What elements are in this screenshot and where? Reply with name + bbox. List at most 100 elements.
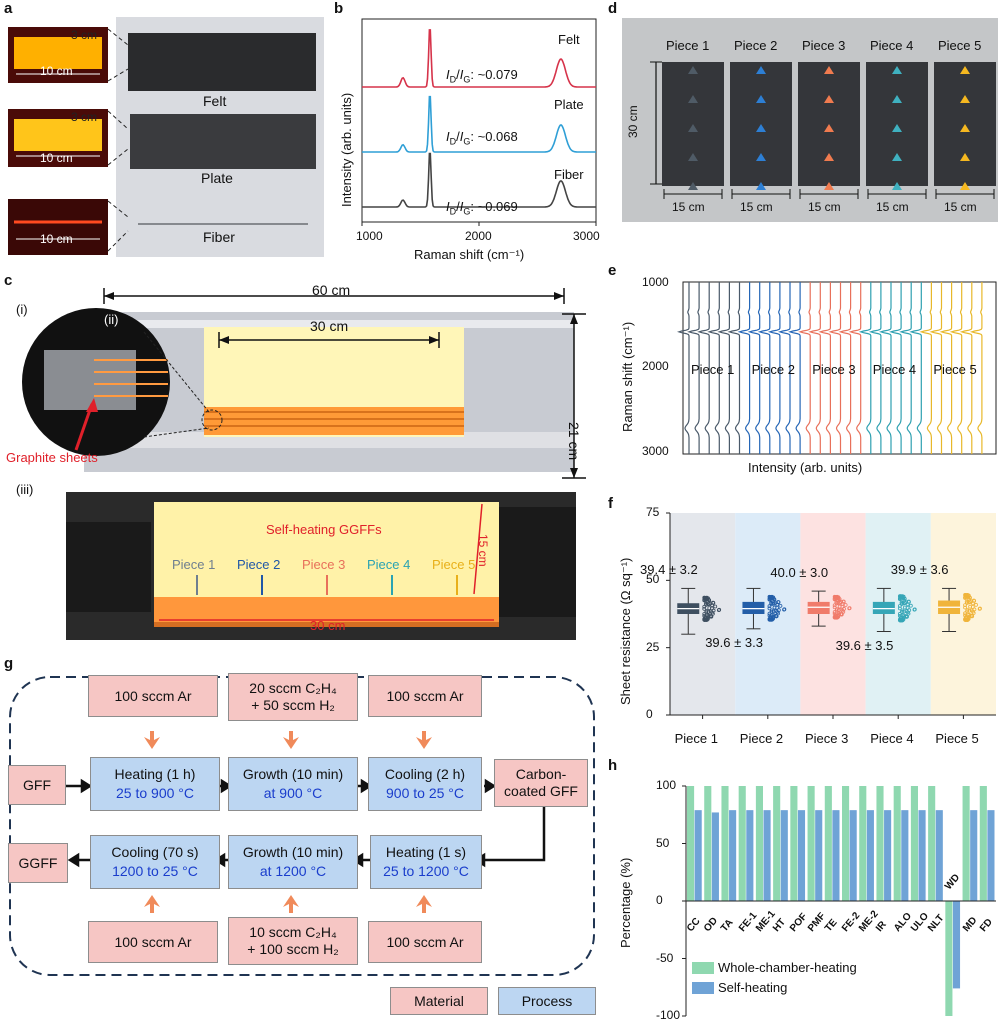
e-spectrum-5-5 bbox=[959, 282, 973, 454]
h-ytick-2: 0 bbox=[656, 893, 663, 907]
f-point bbox=[899, 600, 904, 605]
dim-30cm: 30 cm bbox=[310, 318, 349, 334]
e-spectrum-4-2 bbox=[868, 282, 882, 454]
f-point bbox=[839, 612, 844, 617]
h-legend-label-1: Whole-chamber-heating bbox=[718, 960, 857, 975]
d-marker bbox=[756, 182, 766, 190]
f-point bbox=[704, 608, 709, 613]
ratio-felt: ID/IG: ~0.079 bbox=[446, 67, 518, 85]
e-ytick-1000: 1000 bbox=[642, 275, 669, 289]
raman-xlabel: Raman shift (cm⁻¹) bbox=[414, 247, 525, 262]
h-ytick-3: -50 bbox=[656, 950, 674, 965]
d-width-label-3: 15 cm bbox=[808, 200, 841, 214]
f-point bbox=[902, 609, 906, 614]
e-ytick-3000: 3000 bbox=[642, 444, 669, 458]
h-bar-ht-1 bbox=[773, 786, 781, 901]
f-point bbox=[899, 610, 904, 614]
h-bar-ir-2 bbox=[884, 810, 892, 901]
f-point bbox=[902, 605, 907, 610]
f-point bbox=[966, 597, 971, 602]
e-spectrum-5-4 bbox=[949, 282, 963, 454]
d-piece-label-1: Piece 1 bbox=[666, 38, 710, 53]
step-growth-1200: Growth (10 min) at 1200 °C bbox=[228, 835, 358, 889]
label-i: (i) bbox=[16, 302, 28, 317]
panel-label-d: d bbox=[608, 0, 618, 17]
d-marker bbox=[688, 153, 698, 161]
plate-sample bbox=[130, 114, 316, 169]
h-bar-fd-2 bbox=[987, 810, 995, 901]
f-point bbox=[703, 617, 708, 622]
h-bar-alo-1 bbox=[893, 786, 901, 901]
f-stat-label-2: 39.6 ± 3.3 bbox=[705, 634, 763, 650]
d-marker bbox=[688, 182, 698, 190]
f-point bbox=[901, 598, 906, 603]
label-ii: (ii) bbox=[104, 312, 119, 327]
gff-box: GFF bbox=[8, 765, 66, 805]
panel-a-photo: 3 cm 10 cm 3 cm 10 cm 10 cm Felt Plate F… bbox=[8, 17, 324, 257]
sheet-resistance-chart bbox=[666, 512, 996, 719]
f-xtick-5: Piece 5 bbox=[935, 731, 979, 746]
h-bar-wd-2 bbox=[952, 901, 961, 989]
d-marker bbox=[892, 95, 902, 103]
e-spectrum-5-6 bbox=[969, 282, 983, 454]
e-spectrum-2-4 bbox=[767, 282, 781, 454]
graphite-sheets-label: Graphite sheets bbox=[6, 450, 98, 465]
e-spectrum-4-5 bbox=[899, 282, 912, 454]
panel-label-b: b bbox=[334, 0, 344, 17]
f-point bbox=[832, 605, 837, 610]
percentage-bar-chart bbox=[682, 785, 996, 1017]
e-spectrum-5-2 bbox=[929, 282, 943, 454]
f-point bbox=[702, 595, 707, 600]
h-ytick-1: 50 bbox=[656, 835, 670, 850]
f-point bbox=[835, 607, 839, 612]
raman-chart bbox=[361, 18, 597, 226]
c-piece-label-5: Piece 5 bbox=[432, 557, 476, 572]
h-bar-fe-1-2 bbox=[746, 810, 754, 901]
raman-series-fiber bbox=[362, 152, 596, 208]
f-point bbox=[965, 607, 970, 612]
f-point bbox=[908, 603, 913, 608]
f-point bbox=[970, 614, 975, 619]
step-heating-1s: Heating (1 s) 25 to 1200 °C bbox=[370, 835, 482, 889]
e-spectrum-4-3 bbox=[879, 282, 892, 454]
e-piece-label-3: Piece 3 bbox=[812, 362, 856, 377]
ratio-plate: ID/IG: ~0.068 bbox=[446, 129, 518, 147]
fiber-label: Fiber bbox=[203, 229, 235, 245]
d-marker bbox=[960, 182, 970, 190]
e-spectrum-1-5 bbox=[717, 282, 730, 454]
f-point bbox=[839, 607, 844, 612]
f-point bbox=[963, 593, 967, 597]
c-piece-arrow-3 bbox=[326, 575, 328, 595]
e-spectrum-4-4 bbox=[889, 282, 902, 454]
e-piece-label-5: Piece 5 bbox=[933, 362, 977, 377]
d-marker bbox=[892, 124, 902, 132]
h-ytick-4: -100 bbox=[656, 1008, 681, 1022]
input-top-3: 100 sccm Ar bbox=[368, 675, 482, 717]
h-bar-me-1-2 bbox=[763, 810, 771, 901]
plate-label: Plate bbox=[201, 170, 233, 186]
e-xlabel: Intensity (arb. units) bbox=[748, 460, 863, 475]
f-point bbox=[702, 597, 707, 602]
h-legend-swatch-1 bbox=[692, 962, 714, 974]
f-point bbox=[966, 612, 970, 617]
f-point bbox=[838, 600, 842, 605]
h-bar-fd-1 bbox=[979, 786, 987, 901]
f-point bbox=[969, 608, 974, 613]
pieces-photo bbox=[650, 61, 996, 199]
legend-material: Material bbox=[390, 987, 488, 1015]
label-iii: (iii) bbox=[16, 482, 34, 497]
f-point bbox=[964, 617, 969, 622]
panel-a-illustration bbox=[8, 17, 324, 257]
f-point bbox=[771, 609, 776, 614]
d-marker bbox=[892, 66, 902, 74]
panel-c-illustration bbox=[22, 288, 586, 640]
c-piece-label-3: Piece 3 bbox=[302, 557, 346, 572]
f-point bbox=[704, 601, 708, 606]
d-marker bbox=[824, 124, 834, 132]
f-point bbox=[963, 595, 967, 600]
f-stat-label-1: 39.4 ± 3.2 bbox=[640, 562, 698, 578]
f-point bbox=[705, 617, 710, 621]
series-name-plate: Plate bbox=[554, 97, 584, 112]
legend-process: Process bbox=[498, 987, 596, 1015]
e-spectrum-1-3 bbox=[697, 282, 710, 454]
